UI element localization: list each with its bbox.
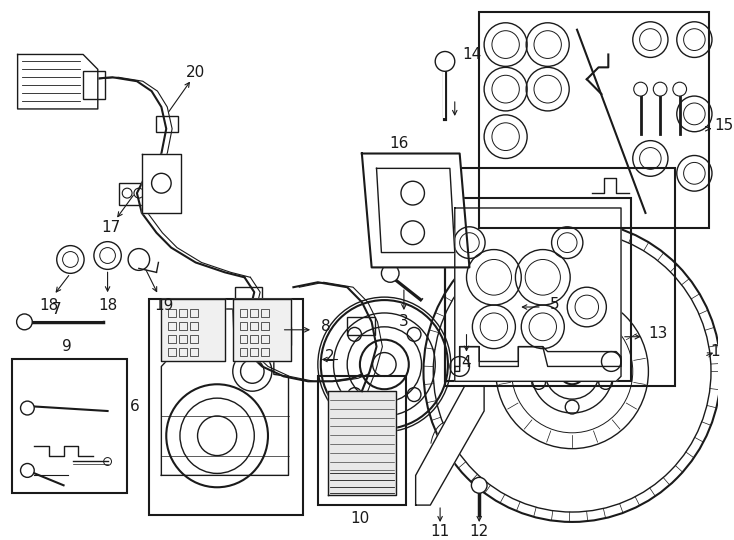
Text: 19: 19 — [155, 298, 174, 313]
Text: 6: 6 — [130, 399, 140, 414]
Bar — [189, 309, 197, 317]
Polygon shape — [327, 391, 396, 495]
Text: 12: 12 — [470, 524, 489, 539]
Bar — [120, 183, 149, 205]
Circle shape — [17, 314, 32, 330]
Bar — [250, 335, 258, 343]
Polygon shape — [362, 153, 470, 267]
Text: 14: 14 — [462, 47, 482, 62]
Bar — [347, 317, 374, 335]
Polygon shape — [415, 386, 484, 505]
Text: 17: 17 — [101, 220, 120, 235]
Bar — [239, 322, 247, 330]
Bar — [261, 309, 269, 317]
Circle shape — [435, 51, 455, 71]
Bar — [168, 335, 176, 343]
Bar — [445, 168, 675, 386]
Circle shape — [382, 265, 399, 282]
Bar — [168, 348, 176, 355]
Text: 16: 16 — [389, 136, 409, 151]
Bar — [168, 309, 176, 317]
Bar — [179, 322, 186, 330]
Bar — [479, 12, 709, 228]
Bar — [318, 376, 406, 505]
Circle shape — [471, 477, 487, 493]
Polygon shape — [161, 299, 225, 361]
Polygon shape — [455, 208, 621, 372]
Text: 9: 9 — [62, 339, 71, 354]
Bar — [239, 348, 247, 355]
Bar — [189, 322, 197, 330]
Bar — [83, 71, 105, 99]
Text: 15: 15 — [714, 118, 733, 133]
Bar — [445, 198, 631, 381]
Bar — [250, 322, 258, 330]
Polygon shape — [490, 293, 514, 321]
Bar — [189, 335, 197, 343]
Polygon shape — [377, 168, 455, 253]
Text: 5: 5 — [550, 296, 559, 312]
Bar — [239, 309, 247, 317]
Circle shape — [458, 298, 476, 316]
Text: 11: 11 — [430, 524, 450, 539]
Bar — [261, 322, 269, 330]
Bar — [250, 348, 258, 355]
Text: 3: 3 — [399, 314, 409, 329]
Bar — [239, 335, 247, 343]
Text: 10: 10 — [350, 511, 369, 526]
Bar — [264, 327, 291, 345]
Circle shape — [633, 82, 647, 96]
Text: 18: 18 — [40, 298, 59, 313]
Bar — [235, 287, 262, 305]
Bar — [261, 335, 269, 343]
Circle shape — [653, 82, 667, 96]
Text: 8: 8 — [321, 319, 330, 334]
Text: 4: 4 — [462, 355, 471, 370]
Polygon shape — [161, 309, 288, 475]
Bar — [149, 299, 303, 515]
Text: 20: 20 — [186, 65, 206, 80]
Bar — [261, 348, 269, 355]
Polygon shape — [233, 299, 291, 361]
Bar — [156, 116, 178, 132]
Polygon shape — [142, 153, 181, 213]
Text: 2: 2 — [325, 349, 335, 364]
Bar — [12, 359, 127, 493]
Bar — [179, 348, 186, 355]
Circle shape — [21, 463, 34, 477]
Bar — [168, 322, 176, 330]
Circle shape — [21, 401, 34, 415]
Circle shape — [673, 82, 686, 96]
Polygon shape — [18, 55, 98, 109]
Bar — [250, 309, 258, 317]
Polygon shape — [455, 347, 621, 381]
Bar — [189, 348, 197, 355]
Text: 13: 13 — [648, 326, 668, 341]
Bar — [179, 335, 186, 343]
Text: 18: 18 — [98, 298, 117, 313]
Text: 1: 1 — [710, 344, 719, 359]
Bar — [179, 309, 186, 317]
Text: 7: 7 — [52, 302, 62, 318]
